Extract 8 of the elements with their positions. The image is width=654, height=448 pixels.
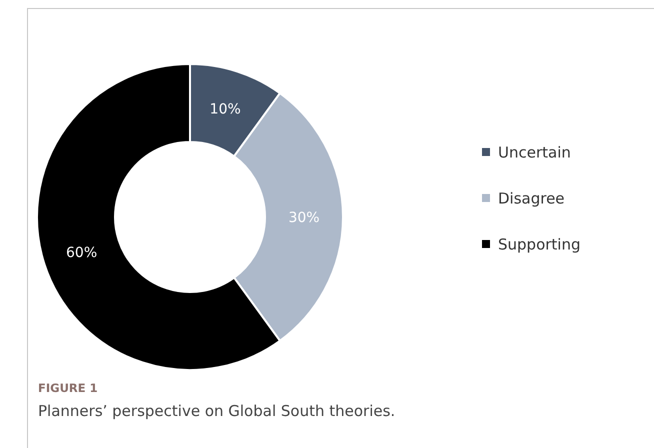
- legend-label: Uncertain: [498, 143, 571, 162]
- data-label: 30%: [288, 210, 320, 226]
- data-label: 60%: [66, 245, 98, 262]
- legend-label: Disagree: [498, 189, 565, 208]
- data-label: 10%: [210, 101, 241, 118]
- text: FIGURE 1: [38, 381, 98, 395]
- legend-label: Supporting: [498, 235, 580, 254]
- text: Planners’ perspective on Global South theories.: [38, 402, 396, 420]
